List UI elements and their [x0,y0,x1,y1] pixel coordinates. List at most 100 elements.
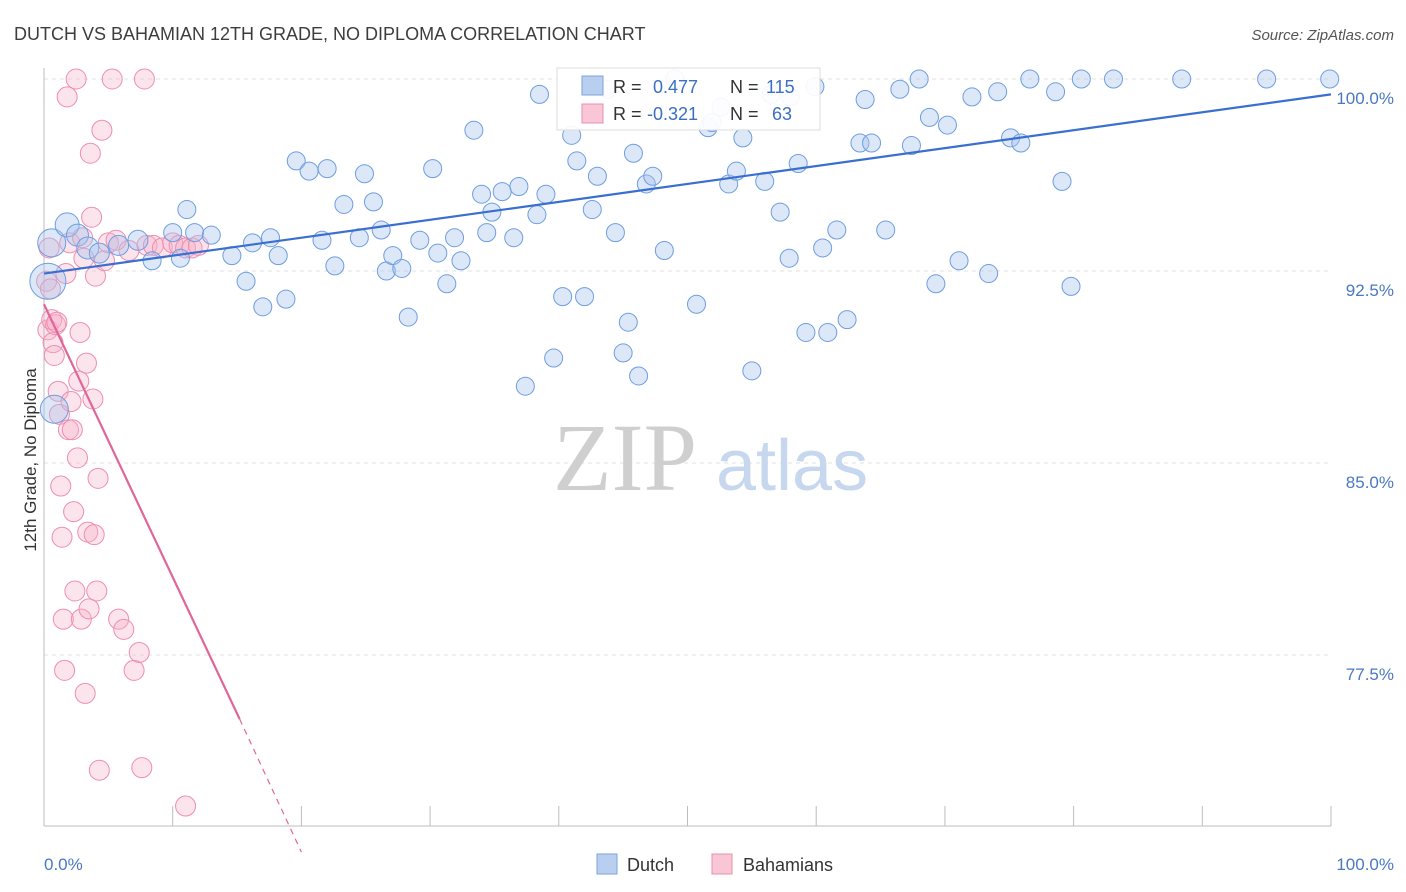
bahamians-point-47 [108,608,130,630]
dutch-point-27 [334,194,354,214]
chart-title: DUTCH VS BAHAMIAN 12TH GRADE, NO DIPLOMA… [14,24,645,44]
dutch-point-3 [54,212,80,238]
bahamians-point-35 [81,206,103,228]
bahamians-point-23 [65,68,87,90]
dutch-point-30 [363,192,383,212]
bahamians-point-16 [56,86,78,108]
dutch-point-56 [575,287,595,307]
dutch-point-58 [587,166,607,186]
y-tick-label-3: 77.5% [1346,665,1394,684]
dutch-point-97 [949,251,969,271]
dutch-point-52 [544,348,564,368]
dutch-point-113 [623,143,643,163]
dutch-point-34 [392,258,412,278]
dutch-point-25 [317,159,337,179]
dutch-point-23 [299,161,319,181]
dutch-point-66 [654,241,674,261]
dutch-point-78 [770,202,790,222]
dutch-point-68 [687,294,707,314]
bahamians-point-48 [113,618,135,640]
bahamians-point-24 [66,447,88,469]
dutch-point-39 [437,274,457,294]
stat-bahamians-n-value: 63 [772,104,792,124]
dutch-point-43 [472,184,492,204]
dutch-point-99 [979,264,999,284]
dutch-point-84 [818,322,838,342]
dutch-point-19 [261,228,281,248]
dutch-point-83 [813,238,833,258]
dutch-point-16 [236,271,256,291]
dutch-point-7 [108,234,130,256]
dutch-point-95 [926,274,946,294]
dutch-point-12 [177,200,197,220]
dutch-point-6 [88,242,110,264]
bahamians-point-12 [51,526,73,548]
chart-source: Source: ZipAtlas.com [1251,27,1394,44]
watermark: ZIP atlas [553,404,868,511]
dutch-point-31 [371,220,391,240]
dutch-point-38 [428,243,448,263]
watermark-atlas: atlas [716,426,868,506]
dutch-point-74 [733,128,753,148]
bahamians-point-51 [128,641,150,663]
bahamians-point-45 [101,68,123,90]
dutch-point-4 [65,223,89,247]
y-tick-labels: 100.0% 92.5% 85.0% 77.5% [1336,89,1394,684]
dutch-point-26 [325,256,345,276]
dutch-point-55 [567,151,587,171]
dutch-point-20 [268,246,288,266]
dutch-point-22 [286,151,306,171]
dutch-point-107 [1071,69,1091,89]
dutch-point-49 [515,376,535,396]
dutch-point-62 [618,312,638,332]
dutch-point-96 [937,115,957,135]
dutch-point-2 [39,394,69,424]
dutch-point-92 [901,136,921,156]
bahamians-point-34 [79,142,101,164]
dutch-point-103 [1020,69,1040,89]
dutch-point-1 [37,228,67,258]
y-axis-label: 12th Grade, No Diploma [21,368,40,552]
dutch-point-85 [827,220,847,240]
bahamians-point-41 [88,759,110,781]
bahamians-point-40 [87,467,109,489]
stat-dutch-r-value: 0.477 [653,77,698,97]
dutch-point-42 [464,120,484,140]
bahamians-point-39 [86,580,108,602]
legend-label-dutch: Dutch [627,855,674,875]
dutch-point-86 [837,310,857,330]
legend-swatch-dutch [596,853,618,875]
legend-label-bahamians: Bahamians [743,855,833,875]
dutch-point-14 [201,225,221,245]
dutch-point-8 [127,229,149,251]
bahamians-point-25 [68,370,90,392]
dutch-point-57 [582,200,602,220]
bahamians-trendline-extension [239,718,302,853]
dutch-point-5 [76,236,100,260]
dutch-point-63 [629,366,649,386]
dutch-point-87 [850,133,870,153]
legend: Dutch Bahamians [596,853,833,875]
stat-bahamians-r-label: R = [613,104,642,124]
stats-box: R = 0.477 N = 115 R = -0.321 N = 63 [556,67,821,131]
dutch-point-46 [492,182,512,202]
gridlines [44,78,1331,656]
x-tick-label-min: 0.0% [44,855,83,874]
y-tick-label-1: 92.5% [1346,281,1394,300]
dutch-point-108 [1103,69,1123,89]
dutch-point-50 [527,205,547,225]
dutch-point-35 [398,307,418,327]
stats-swatch-dutch [581,75,604,96]
bahamians-point-19 [60,391,82,413]
dutch-point-18 [253,297,273,317]
x-tick-label-max: 100.0% [1336,855,1394,874]
stat-dutch-n-value: 115 [766,77,795,97]
trendlines [43,93,1332,853]
bahamians-trendline [43,303,241,720]
dutch-point-9 [142,251,162,271]
bahamians-point-33 [78,598,100,620]
bahamians-point-52 [131,757,153,779]
y-tick-label-2: 85.0% [1346,473,1394,492]
stat-dutch-r-label: R = [613,77,642,97]
